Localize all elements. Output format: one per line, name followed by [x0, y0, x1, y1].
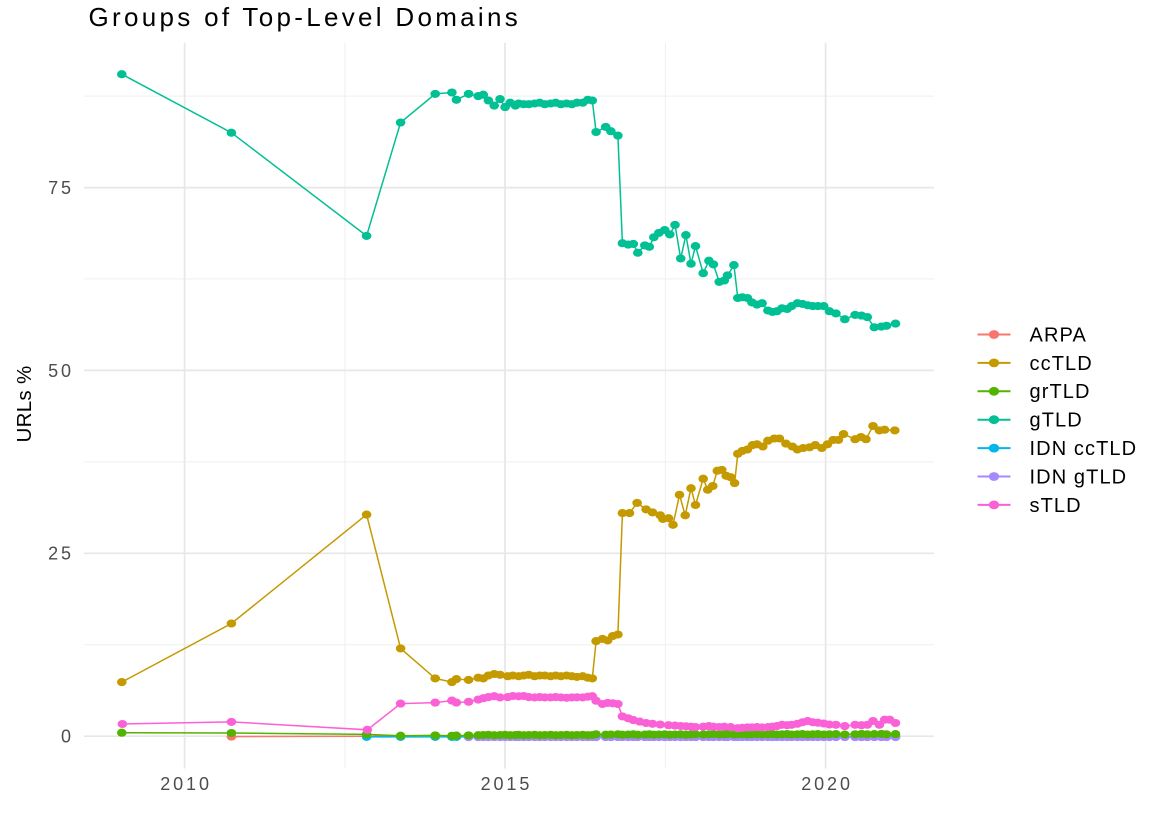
- svg-text:2015: 2015: [481, 774, 533, 794]
- svg-text:grTLD: grTLD: [1030, 381, 1091, 403]
- svg-text:sTLD: sTLD: [1030, 495, 1082, 517]
- svg-text:2010: 2010: [160, 774, 212, 794]
- svg-text:gTLD: gTLD: [1030, 410, 1083, 432]
- svg-text:50: 50: [48, 361, 74, 381]
- svg-text:25: 25: [48, 544, 74, 564]
- svg-text:URLs %: URLs %: [13, 366, 36, 443]
- svg-text:Groups of Top-Level Domains: Groups of Top-Level Domains: [89, 2, 522, 32]
- svg-text:IDN ccTLD: IDN ccTLD: [1030, 438, 1138, 460]
- svg-text:75: 75: [48, 178, 74, 198]
- svg-text:ARPA: ARPA: [1030, 324, 1087, 346]
- svg-text:IDN gTLD: IDN gTLD: [1030, 466, 1128, 488]
- svg-text:2020: 2020: [801, 774, 853, 794]
- svg-text:ccTLD: ccTLD: [1030, 353, 1093, 375]
- svg-text:0: 0: [61, 727, 74, 747]
